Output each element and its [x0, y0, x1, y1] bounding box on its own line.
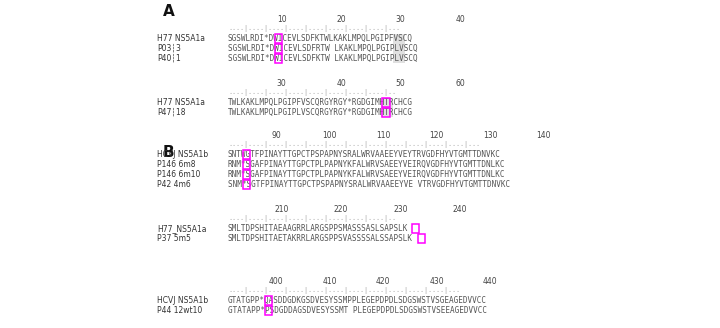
Text: TWLKAKLMPQLPGIPLVSCQRGYRGY*RGDGIMHTRCHCG: TWLKAKLMPQLPGIPLVSCQRGYRGY*RGDGIMHTRCHCG [228, 108, 413, 117]
FancyBboxPatch shape [381, 98, 393, 117]
Text: P44 12wt10: P44 12wt10 [157, 306, 202, 315]
Text: P03┆3: P03┆3 [157, 44, 181, 53]
Text: P146 6m10: P146 6m10 [157, 170, 200, 179]
Text: GTATAPP*PSDGDDAGSDVESYSSMT PLEGEPDPDLSDGSWSTVSEEAGEDVVCC: GTATAPP*PSDGDDAGSDVESYSSMT PLEGEPDPDLSDG… [228, 306, 487, 315]
Text: ....|....|....|....|....|....|....|....|....|....|....|...: ....|....|....|....|....|....|....|....|… [228, 287, 460, 294]
Text: 100: 100 [323, 132, 337, 140]
Text: A: A [163, 4, 175, 19]
Text: RNM*SGAFPINAYTTGPCTPLPAPNYKFALWRVSAEEYVEIRQVGDFHYVTGMTTDNLKC: RNM*SGAFPINAYTTGPCTPLPAPNYKFALWRVSAEEYVE… [228, 160, 505, 169]
Text: 440: 440 [483, 277, 498, 286]
Text: 400: 400 [269, 277, 284, 286]
Text: ....|....|....|....|....|....|....|....|...: ....|....|....|....|....|....|....|....|… [228, 25, 400, 32]
Text: 30: 30 [396, 15, 405, 25]
Text: 10: 10 [276, 15, 287, 25]
Text: P37 5m5: P37 5m5 [157, 234, 191, 243]
Text: 240: 240 [453, 206, 467, 215]
Text: 30: 30 [276, 79, 287, 89]
Text: HCVJ NS5A1b: HCVJ NS5A1b [157, 296, 208, 305]
Text: SMLTDPSHITAEAAGRRLARGSPPSMASSSASLSAPSLK: SMLTDPSHITAEAAGRRLARGSPPSMASSSASLSAPSLK [228, 224, 408, 233]
Text: 230: 230 [393, 206, 408, 215]
Text: B: B [163, 145, 175, 160]
Text: 120: 120 [429, 132, 444, 140]
Text: P146 6m8: P146 6m8 [157, 160, 196, 169]
Text: 210: 210 [274, 206, 289, 215]
Text: SNM*SGTFPINAYTTGPCTPSPAPNYSRALWRVAAEEYVE VTRVGDFHYVTGMTTDNVKC: SNM*SGTFPINAYTTGPCTPSPAPNYSRALWRVAAEEYVE… [228, 180, 510, 189]
Text: SMLTDPSHITAETAKRRLARGSPPSVASSSSALSSAPSLK: SMLTDPSHITAETAKRRLARGSPPSVASSSSALSSAPSLK [228, 234, 413, 243]
Text: SGSWLRDI*DWICEVLSDFKTW LKAKLMPQLPGIPLVSCQ: SGSWLRDI*DWICEVLSDFKTW LKAKLMPQLPGIPLVSC… [228, 54, 418, 63]
Text: GTATGPP*QASDDGDKGSDVESYSSMPPLEGEPDPDLSDGSWSTVSGEAGEDVVCC: GTATGPP*QASDDGDKGSDVESYSSMPPLEGEPDPDLSDG… [228, 296, 487, 305]
Text: 430: 430 [429, 277, 444, 286]
Text: 110: 110 [376, 132, 390, 140]
Text: SGSWLRDI*DWICEVLSDFKTWLKAKLMPQLPGIPFVSCQ: SGSWLRDI*DWICEVLSDFKTWLKAKLMPQLPGIPFVSCQ [228, 34, 413, 43]
FancyBboxPatch shape [393, 34, 405, 63]
Text: 420: 420 [376, 277, 390, 286]
Text: P42 4m6: P42 4m6 [157, 180, 191, 189]
Text: H77 NS5A1a: H77 NS5A1a [157, 34, 205, 43]
Text: 40: 40 [336, 79, 346, 89]
Text: ....|....|....|....|....|....|....|....|..: ....|....|....|....|....|....|....|....|… [228, 89, 396, 96]
Text: ....|....|....|....|....|....|....|....|..: ....|....|....|....|....|....|....|....|… [228, 215, 396, 222]
Text: 40: 40 [455, 15, 465, 25]
Text: 140: 140 [536, 132, 551, 140]
Text: 410: 410 [323, 277, 337, 286]
Text: RNM*SGAFPINAYTTGPCTPLPAPNYKFALWRVSAEEYVEIRQVGDFHYVTGMTTDNLKC: RNM*SGAFPINAYTTGPCTPLPAPNYKFALWRVSAEEYVE… [228, 170, 505, 179]
Text: 130: 130 [483, 132, 498, 140]
Text: H77 NS5A1a: H77 NS5A1a [157, 98, 205, 107]
Text: 220: 220 [334, 206, 348, 215]
Text: ....|....|....|....|....|....|....|....|....|....|....|....|...: ....|....|....|....|....|....|....|....|… [228, 141, 480, 148]
Text: H77_NS5A1a: H77_NS5A1a [157, 224, 207, 233]
Text: 90: 90 [271, 132, 281, 140]
Text: TWLKAKLMPQLPGIPFVSCQRGYRGY*RGDGIMHTRCHCG: TWLKAKLMPQLPGIPFVSCQRGYRGY*RGDGIMHTRCHCG [228, 98, 413, 107]
Text: 20: 20 [336, 15, 346, 25]
Text: P40┆1: P40┆1 [157, 54, 181, 63]
Text: SNTWGTFPINAYTTGPCTPSPAPNYSRALWRVAAEEYVEYTRVGDFHYVTGMTTDNVKC: SNTWGTFPINAYTTGPCTPSPAPNYSRALWRVAAEEYVEY… [228, 150, 501, 159]
Text: SGSWLRDI*DWICEVLSDFRTW LKAKLMPQLPGIPLVSCQ: SGSWLRDI*DWICEVLSDFRTW LKAKLMPQLPGIPLVSC… [228, 44, 418, 53]
Text: P47┆18: P47┆18 [157, 108, 186, 117]
Text: 60: 60 [455, 79, 465, 89]
Text: HCVJ NS5A1b: HCVJ NS5A1b [157, 150, 208, 159]
Text: 50: 50 [396, 79, 405, 89]
